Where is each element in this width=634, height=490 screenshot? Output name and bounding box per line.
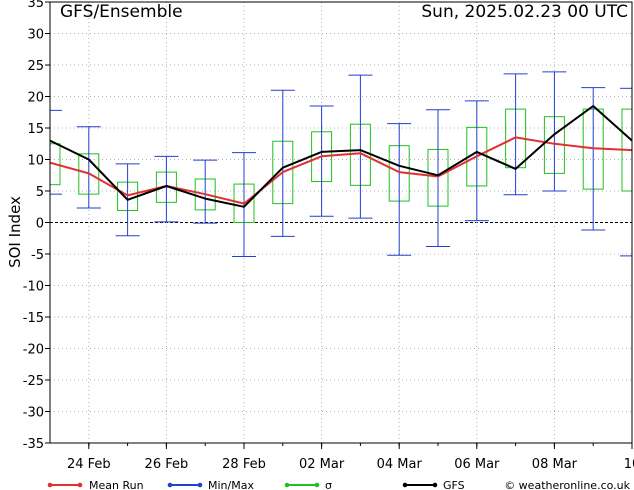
plot-frame	[49, 1, 633, 444]
x-tick-label: 24 Feb	[67, 457, 111, 472]
legend-minmax-dot-left	[167, 482, 173, 488]
credit-text: © weatheronline.co.uk	[504, 479, 630, 490]
y-tick-label: 30	[27, 28, 44, 43]
x-tick-label: 08 Mar	[532, 457, 578, 472]
legend-mean-dot-left	[47, 482, 53, 488]
x-tick-label: 26 Feb	[145, 457, 189, 472]
y-tick-label: 15	[27, 122, 44, 137]
legend: Mean Run Min/Max σ GFS © weatheronline.c…	[47, 479, 631, 490]
legend-mean-run: Mean Run	[47, 479, 144, 490]
legend-sigma-dot-right	[314, 482, 320, 488]
y-tick-label: -10	[23, 280, 44, 295]
legend-minmax-label: Min/Max	[208, 479, 254, 490]
series-line-mean-run	[49, 136, 633, 205]
y-tick-labels: 35 30 25 20 15 10 5 0 -5 -10 -15 -20 -25 -30 -35	[23, 0, 44, 452]
y-tick-label: 20	[27, 91, 44, 106]
legend-gfs-label: GFS	[443, 479, 465, 490]
x-tick-label: 04 Mar	[377, 457, 423, 472]
y-tick-label: 0	[36, 217, 44, 232]
tick-marks	[45, 1, 633, 449]
x-tick-label: 10	[624, 457, 634, 472]
y-tick-label: -20	[23, 343, 44, 358]
x-tick-labels: 24 Feb 26 Feb 28 Feb 02 Mar 04 Mar 06 Mar 08 M…	[67, 457, 634, 472]
y-tick-label: 25	[27, 59, 44, 74]
legend-sigma-label: σ	[325, 479, 332, 490]
legend-sigma: σ	[284, 479, 332, 490]
legend-mean-label: Mean Run	[89, 479, 144, 490]
y-tick-label: 35	[27, 0, 44, 11]
y-axis-label: SOI Index	[6, 196, 24, 268]
legend-gfs: GFS	[402, 479, 465, 490]
legend-minmax-dot-right	[197, 482, 203, 488]
y-tick-label: 5	[36, 185, 44, 200]
grid-lines	[50, 2, 633, 443]
legend-mean-dot-right	[77, 482, 83, 488]
chart-title: GFS/Ensemble	[60, 2, 183, 22]
y-tick-label: -30	[23, 406, 44, 421]
legend-min-max: Min/Max	[167, 479, 254, 490]
legend-gfs-dot-right	[432, 482, 438, 488]
x-tick-label: 28 Feb	[222, 457, 266, 472]
y-tick-label: -5	[31, 248, 44, 263]
y-tick-label: -25	[23, 374, 44, 389]
x-tick-label: 06 Mar	[454, 457, 500, 472]
series-line-gfs	[49, 105, 633, 208]
legend-sigma-dot-left	[284, 482, 290, 488]
y-tick-label: -15	[23, 311, 44, 326]
legend-gfs-dot-left	[402, 482, 408, 488]
chart-subtitle: Sun, 2025.02.23 00 UTC	[421, 2, 628, 22]
y-tick-label: 10	[27, 154, 44, 169]
sigma-boxes	[49, 108, 633, 224]
y-tick-label: -35	[23, 437, 44, 452]
series-lines	[49, 105, 633, 208]
x-tick-label: 02 Mar	[299, 457, 345, 472]
